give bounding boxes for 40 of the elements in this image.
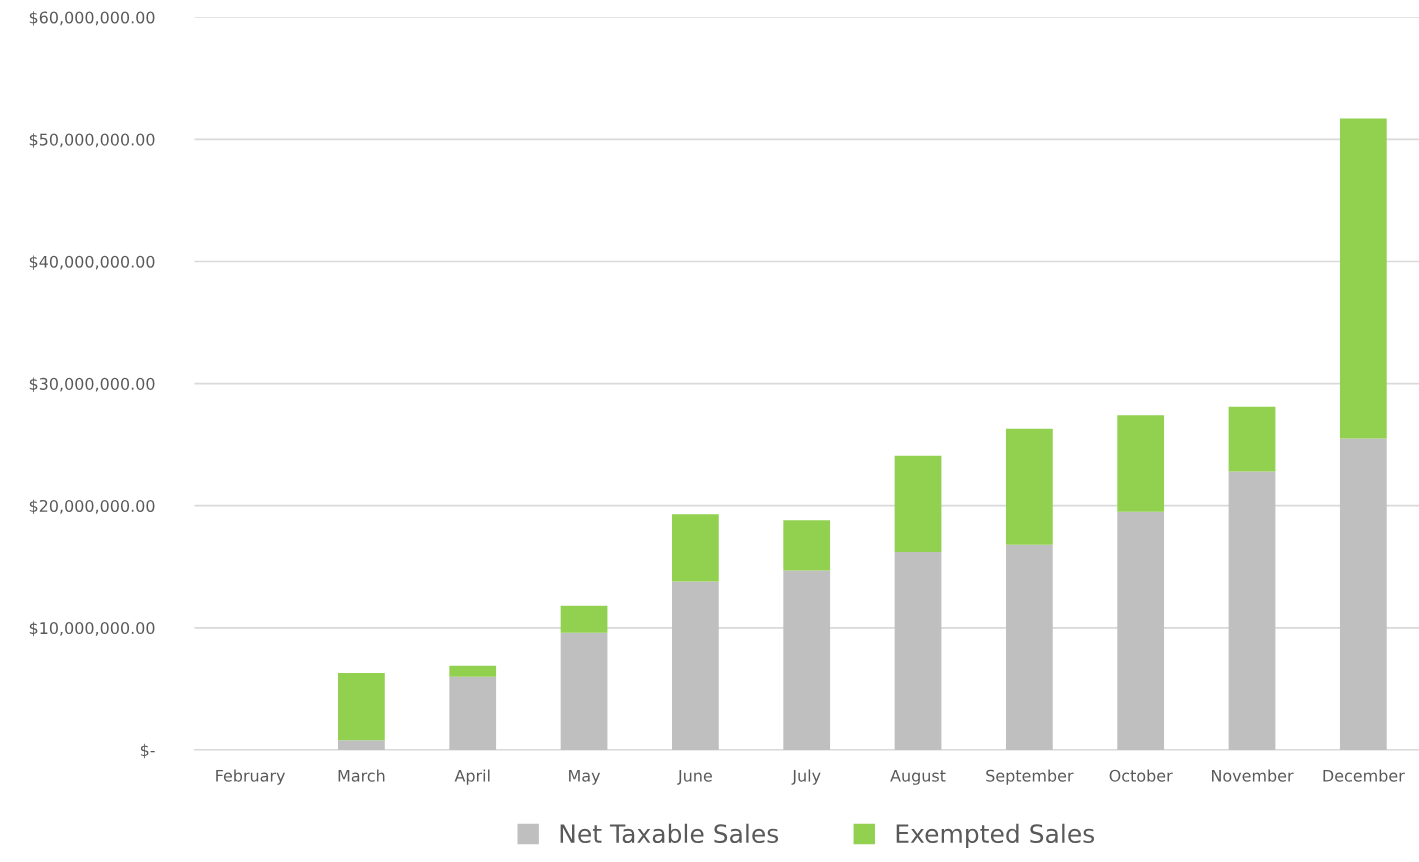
x-tick-label: December (1323, 769, 1405, 782)
bar (783, 520, 831, 571)
bar (1339, 118, 1387, 439)
y-tick-label: $40,000,000.00 (29, 255, 155, 270)
bar (894, 552, 942, 750)
bar (1117, 511, 1165, 750)
y-tick-label: $60,000,000.00 (29, 11, 155, 26)
x-tick-label: November (1212, 769, 1294, 782)
bar (1005, 544, 1053, 750)
x-tick-label: September (986, 769, 1074, 785)
bar (1339, 438, 1387, 750)
x-tick-label: July (791, 769, 821, 785)
legend-label: Net Taxable Sales (560, 823, 779, 844)
bar (783, 570, 831, 750)
bar (560, 605, 608, 633)
x-tick-label: June (677, 769, 712, 785)
x-tick-label: March (338, 769, 385, 782)
bar (338, 673, 385, 741)
bar (449, 676, 497, 750)
x-tick-label: April (454, 769, 490, 785)
y-tick-label: $20,000,000.00 (29, 499, 155, 515)
bar (338, 740, 385, 750)
y-tick-label: $50,000,000.00 (29, 133, 155, 148)
y-tick-label: $10,000,000.00 (29, 621, 155, 637)
y-tick-label: $30,000,000.00 (29, 377, 155, 393)
bar (560, 632, 608, 750)
x-tick-label: February (216, 769, 285, 785)
x-tick-label: October (1109, 769, 1173, 782)
bar (1228, 471, 1276, 750)
bar (672, 514, 719, 582)
legend-label: Exempted Sales (896, 823, 1094, 848)
bar (894, 455, 942, 553)
bar (1117, 415, 1165, 512)
y-tick-label: $- (140, 743, 155, 759)
bar (1005, 428, 1053, 545)
x-tick-label: May (569, 769, 601, 785)
bar (1228, 406, 1276, 472)
bar (672, 581, 719, 750)
bar (449, 665, 497, 677)
x-tick-label: August (890, 769, 946, 785)
